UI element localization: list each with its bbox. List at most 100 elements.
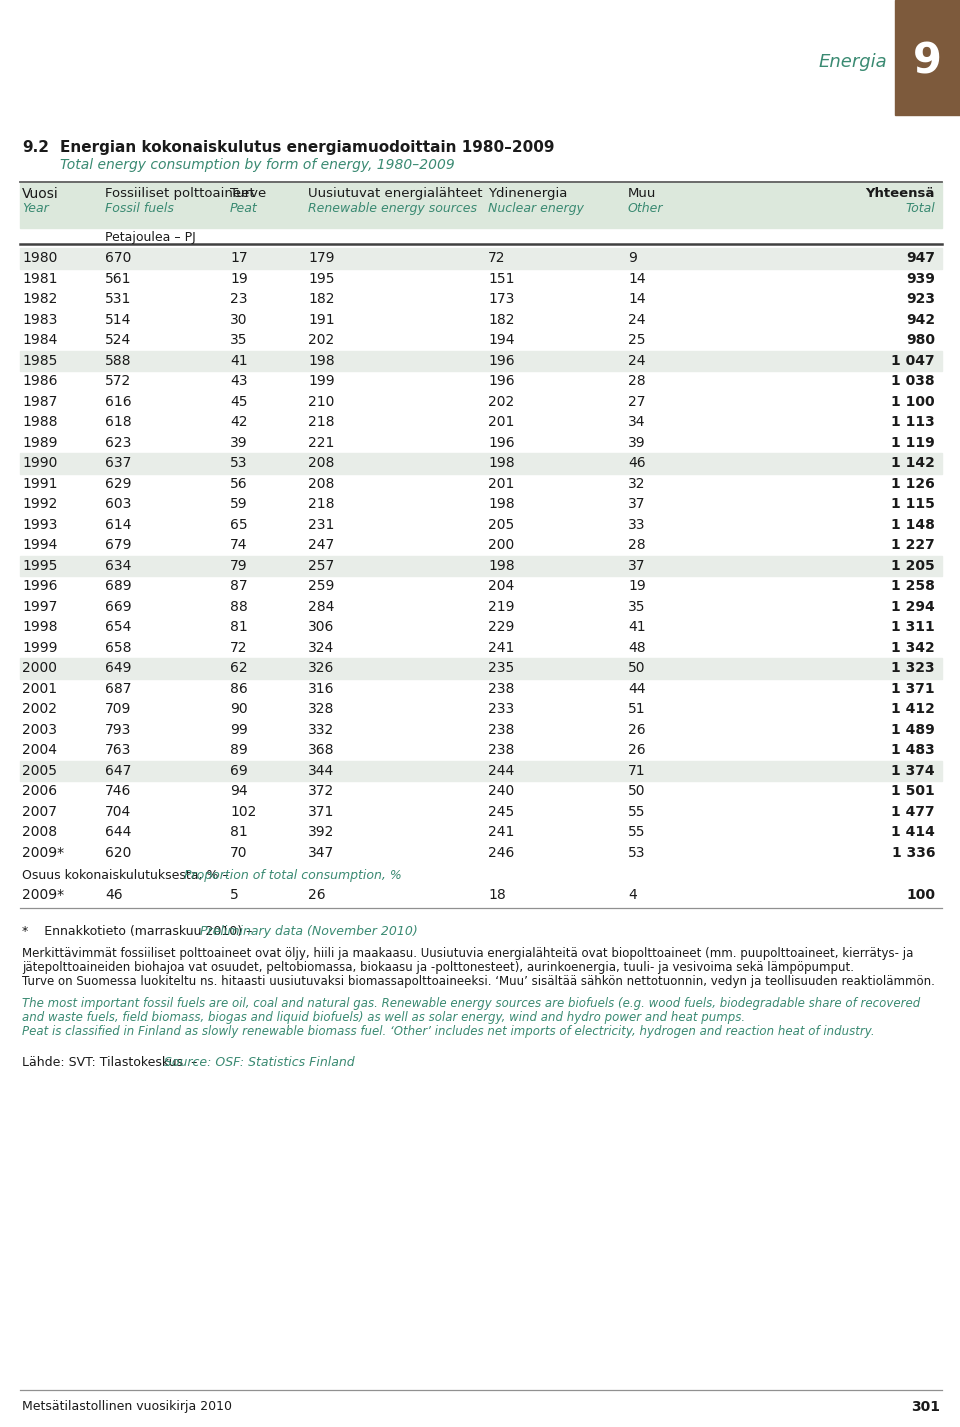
Text: 86: 86 [230,682,248,696]
Text: 2001: 2001 [22,682,58,696]
Text: 179: 179 [308,251,334,265]
Text: 1 412: 1 412 [891,702,935,716]
Text: 1 336: 1 336 [892,846,935,859]
Text: 2000: 2000 [22,661,57,675]
Text: Fossil fuels: Fossil fuels [105,203,174,215]
Text: 196: 196 [488,374,515,388]
Text: 202: 202 [308,334,334,347]
Text: 1 483: 1 483 [891,743,935,758]
Text: 71: 71 [628,763,646,778]
Text: 62: 62 [230,661,248,675]
Text: 233: 233 [488,702,515,716]
Text: 347: 347 [308,846,334,859]
Text: 50: 50 [628,785,645,798]
Text: Vuosi: Vuosi [22,187,59,201]
Bar [895,0,960,116]
Text: 14: 14 [628,271,646,285]
Text: 32: 32 [628,477,645,491]
Text: 942: 942 [906,313,935,327]
Text: 324: 324 [308,641,334,655]
Text: 1980: 1980 [22,251,58,265]
Text: 241: 241 [488,825,515,839]
Text: Turve: Turve [230,187,266,200]
Bar [20,183,942,228]
Text: jätepolttoaineiden biohajoa vat osuudet, peltobiomassa, biokaasu ja -polttoneste: jätepolttoaineiden biohajoa vat osuudet,… [22,962,854,975]
Text: 1 414: 1 414 [891,825,935,839]
Text: 1995: 1995 [22,559,58,572]
Text: 99: 99 [230,722,248,736]
Text: 246: 246 [488,846,515,859]
Text: 654: 654 [105,621,132,634]
Text: 1985: 1985 [22,354,58,368]
Text: The most important fossil fuels are oil, coal and natural gas. Renewable energy : The most important fossil fuels are oil,… [22,997,921,1010]
Text: 229: 229 [488,621,515,634]
Text: 284: 284 [308,599,334,614]
Text: 56: 56 [230,477,248,491]
Text: 26: 26 [308,888,325,902]
Text: 72: 72 [230,641,248,655]
Text: 1996: 1996 [22,579,58,594]
Text: 210: 210 [308,395,334,408]
Text: 25: 25 [628,334,645,347]
Text: Ydinenergia: Ydinenergia [488,187,567,200]
Text: 328: 328 [308,702,334,716]
Text: 1993: 1993 [22,518,58,532]
Text: 81: 81 [230,825,248,839]
Text: 332: 332 [308,722,334,736]
Text: Uusiutuvat energialähteet: Uusiutuvat energialähteet [308,187,483,200]
Text: 257: 257 [308,559,334,572]
Text: 245: 245 [488,805,515,819]
Text: 34: 34 [628,415,645,430]
Text: 2002: 2002 [22,702,57,716]
Text: 709: 709 [105,702,132,716]
Text: 238: 238 [488,682,515,696]
Text: 1990: 1990 [22,457,58,471]
Text: 793: 793 [105,722,132,736]
Text: 704: 704 [105,805,132,819]
Text: 2008: 2008 [22,825,58,839]
Text: 259: 259 [308,579,334,594]
Text: 1986: 1986 [22,374,58,388]
Text: 221: 221 [308,435,334,450]
Text: Turve on Suomessa luokiteltu ns. hitaasti uusiutuvaksi biomassapolttoaineeksi. ‘: Turve on Suomessa luokiteltu ns. hitaast… [22,976,935,989]
Text: 1 113: 1 113 [891,415,935,430]
Text: 2005: 2005 [22,763,57,778]
Text: 1 148: 1 148 [891,518,935,532]
Text: 241: 241 [488,641,515,655]
Text: 1 227: 1 227 [891,538,935,552]
Text: *    Ennakkotieto (marraskuu 2010) –: * Ennakkotieto (marraskuu 2010) – [22,926,256,939]
Text: 240: 240 [488,785,515,798]
Text: 644: 644 [105,825,132,839]
Text: 94: 94 [230,785,248,798]
Text: 1 142: 1 142 [891,457,935,471]
Text: 1 323: 1 323 [892,661,935,675]
Text: 689: 689 [105,579,132,594]
Text: 35: 35 [628,599,645,614]
Text: 524: 524 [105,334,132,347]
Text: Proportion of total consumption, %: Proportion of total consumption, % [183,869,401,882]
Text: 658: 658 [105,641,132,655]
Text: Fossiiliset polttoaineet: Fossiiliset polttoaineet [105,187,254,200]
Text: 198: 198 [488,559,515,572]
Text: 649: 649 [105,661,132,675]
Text: 368: 368 [308,743,334,758]
Text: 90: 90 [230,702,248,716]
Text: 208: 208 [308,457,334,471]
Text: 39: 39 [628,435,646,450]
Text: 46: 46 [105,888,123,902]
Text: 196: 196 [488,435,515,450]
Text: 2009*: 2009* [22,846,64,859]
Text: 1998: 1998 [22,621,58,634]
Text: 1 038: 1 038 [892,374,935,388]
Text: 1984: 1984 [22,334,58,347]
Text: 1989: 1989 [22,435,58,450]
Text: 572: 572 [105,374,132,388]
Text: 191: 191 [308,313,335,327]
Text: 1 294: 1 294 [891,599,935,614]
Text: 44: 44 [628,682,645,696]
Text: Other: Other [628,203,663,215]
Text: 629: 629 [105,477,132,491]
Text: 1994: 1994 [22,538,58,552]
Text: 316: 316 [308,682,334,696]
Text: 74: 74 [230,538,248,552]
